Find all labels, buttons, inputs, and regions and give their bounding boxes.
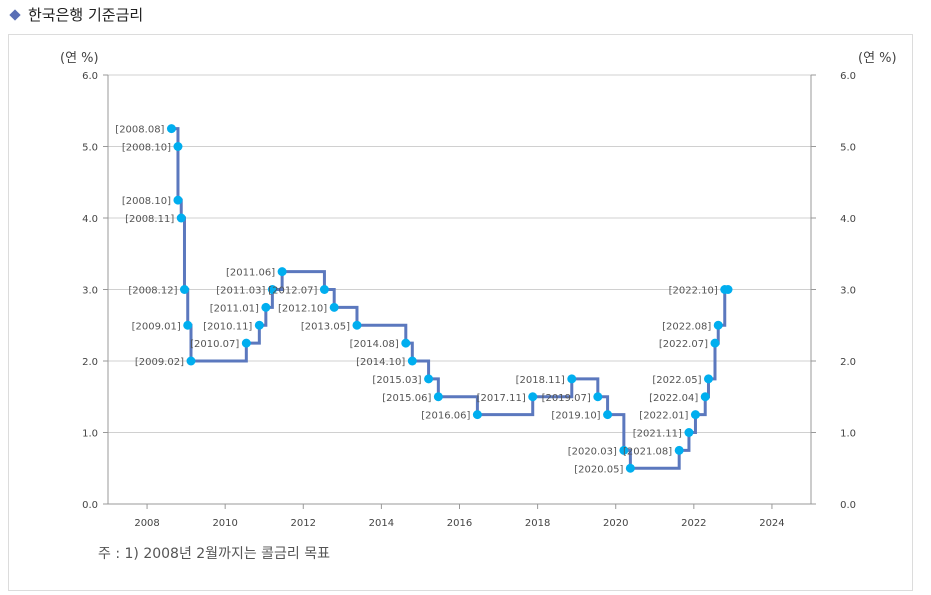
y-axis-unit-right: (연 %): [858, 51, 897, 66]
y-tick-label-left: 6.0: [82, 71, 98, 82]
data-point: [674, 445, 684, 455]
data-point: [472, 410, 482, 420]
data-point: [401, 338, 411, 348]
data-label: [2020.03]: [568, 446, 617, 457]
data-point: [433, 392, 443, 402]
y-tick-label-left: 2.0: [82, 357, 98, 368]
data-point: [690, 410, 700, 420]
data-label: [2018.11]: [516, 375, 565, 386]
data-point: [173, 195, 183, 205]
data-label: [2016.06]: [421, 411, 470, 422]
x-tick-label: 2016: [447, 518, 472, 529]
x-tick-label: 2020: [603, 518, 628, 529]
y-tick-label-right: 1.0: [840, 429, 856, 440]
data-point: [567, 374, 577, 384]
data-point: [700, 392, 710, 402]
y-tick-label-left: 1.0: [82, 429, 98, 440]
data-label: [2010.07]: [190, 339, 239, 350]
data-label: [2008.10]: [122, 196, 171, 207]
data-label: [2022.04]: [649, 393, 698, 404]
data-label: [2013.05]: [301, 321, 350, 332]
y-tick-label-left: 4.0: [82, 214, 98, 225]
data-point: [254, 320, 264, 330]
data-label: [2008.12]: [128, 286, 177, 297]
y-tick-label-right: 0.0: [840, 500, 856, 511]
x-tick-label: 2018: [525, 518, 550, 529]
y-tick-label-left: 0.0: [82, 500, 98, 511]
chart-title-text: 한국은행 기준금리: [28, 6, 144, 24]
data-point: [713, 320, 723, 330]
y-axis-unit-left: (연 %): [60, 51, 99, 66]
data-label: [2022.10]: [669, 286, 718, 297]
data-label: [2021.11]: [633, 429, 682, 440]
data-point: [179, 285, 189, 294]
y-tick-label-right: 6.0: [840, 71, 856, 82]
x-tick-label: 2022: [681, 518, 706, 529]
data-point: [319, 285, 329, 294]
data-point: [277, 267, 287, 277]
data-label: [2022.05]: [652, 375, 701, 386]
data-label: [2022.08]: [662, 321, 711, 332]
footnote: 주 : 1) 2008년 2월까지는 콜금리 목표: [98, 546, 331, 562]
y-tick-label-left: 3.0: [82, 286, 98, 297]
data-point: [352, 320, 362, 330]
data-label: [2019.10]: [551, 411, 600, 422]
data-point: [173, 142, 183, 151]
data-point: [166, 124, 176, 134]
data-point: [723, 285, 733, 294]
data-label: [2015.03]: [372, 375, 421, 386]
data-label: [2022.01]: [639, 411, 688, 422]
data-point: [528, 392, 538, 402]
data-point: [684, 428, 694, 437]
data-point: [329, 302, 339, 312]
data-label: [2014.08]: [350, 339, 399, 350]
x-tick-label: 2024: [759, 518, 784, 529]
data-label: [2012.07]: [268, 286, 317, 297]
data-label: [2017.11]: [477, 393, 526, 404]
data-point: [703, 374, 713, 384]
y-tick-label-left: 5.0: [82, 143, 98, 154]
y-tick-label-right: 5.0: [840, 143, 856, 154]
x-tick-label: 2012: [291, 518, 316, 529]
data-label: [2011.03]: [216, 286, 265, 297]
data-point: [176, 213, 186, 223]
data-label: [2008.10]: [122, 143, 171, 154]
data-label: [2022.07]: [659, 339, 708, 350]
data-label: [2021.08]: [623, 446, 672, 457]
data-point: [241, 338, 251, 348]
x-tick-label: 2014: [369, 518, 394, 529]
data-point: [183, 320, 193, 330]
data-point: [424, 374, 434, 384]
x-tick-label: 2010: [212, 518, 237, 529]
y-tick-label-right: 3.0: [840, 286, 856, 297]
data-label: [2008.11]: [125, 214, 174, 225]
data-point: [261, 302, 271, 312]
data-label: [2020.05]: [574, 464, 623, 475]
data-label: [2019.07]: [542, 393, 591, 404]
chart-title: 한국은행 기준금리: [8, 4, 143, 25]
chart-frame: [8, 34, 913, 591]
y-tick-label-right: 4.0: [840, 214, 856, 225]
data-label: [2015.06]: [382, 393, 431, 404]
data-label: [2011.01]: [210, 303, 259, 314]
data-label: [2008.08]: [115, 125, 164, 136]
data-point: [407, 356, 417, 366]
data-label: [2014.10]: [356, 357, 405, 368]
data-point: [710, 338, 720, 348]
data-label: [2011.06]: [226, 268, 275, 279]
data-point: [186, 356, 196, 366]
data-point: [267, 285, 277, 294]
data-point: [603, 410, 613, 420]
y-tick-label-right: 2.0: [840, 357, 856, 368]
data-point: [625, 463, 635, 473]
data-label: [2010.11]: [203, 321, 252, 332]
data-point: [593, 392, 603, 402]
x-tick-label: 2008: [134, 518, 159, 529]
data-point: [619, 445, 629, 455]
data-label: [2012.10]: [278, 303, 327, 314]
data-label: [2009.02]: [135, 357, 184, 368]
data-label: [2009.01]: [132, 321, 181, 332]
